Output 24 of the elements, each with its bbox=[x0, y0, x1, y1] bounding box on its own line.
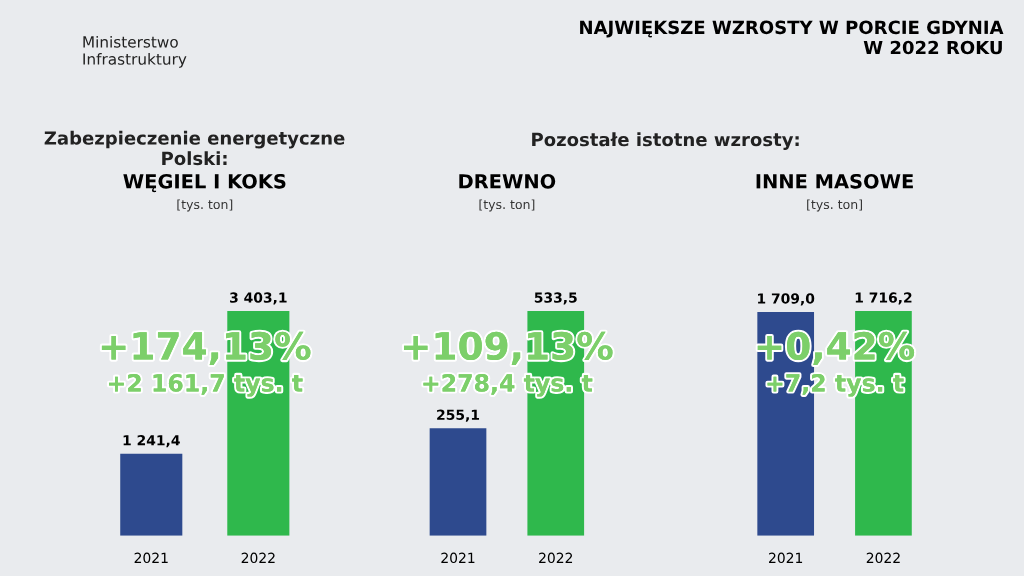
chart-title: DREWNO bbox=[459, 173, 556, 189]
x-tick-label: 2021 bbox=[134, 552, 168, 564]
annotation: +2 161,7 tys. t bbox=[109, 373, 303, 397]
chart-subtitle: [tys. ton] bbox=[807, 199, 862, 212]
text: NAJWIĘKSZE WZROSTY W PORCIE GDYNIA W 2022 ROKU bbox=[580, 20, 1004, 55]
x-tick-label: 2021 bbox=[769, 552, 803, 564]
x-tick-label: 2022 bbox=[539, 552, 573, 564]
chart-subtitle: [tys. ton] bbox=[479, 199, 535, 212]
x-tick-label: 2022 bbox=[241, 552, 275, 564]
data-label: 255,1 bbox=[437, 409, 480, 422]
text: Ministerstwo Infrastruktury bbox=[83, 35, 187, 68]
data-label: 1 716,2 bbox=[855, 292, 912, 305]
x-tick-label: 2021 bbox=[441, 552, 475, 564]
chart-subtitle: [tys. ton] bbox=[177, 199, 233, 212]
chart-title: WĘGIEL I KOKS bbox=[123, 173, 286, 193]
text: Pozostałe istotne wzrosty: bbox=[532, 132, 799, 150]
chart-title: INNE MASOWE bbox=[756, 173, 913, 189]
data-label: 3 403,1 bbox=[230, 292, 287, 305]
text: Zabezpieczenie energetyczne Polski: bbox=[44, 130, 345, 166]
annotation: +0,42% bbox=[757, 331, 915, 365]
data-label: 1 709,0 bbox=[758, 293, 815, 306]
x-tick-label: 2022 bbox=[866, 552, 900, 564]
data-label: 1 241,4 bbox=[123, 434, 180, 448]
data-label: 533,5 bbox=[534, 292, 577, 305]
